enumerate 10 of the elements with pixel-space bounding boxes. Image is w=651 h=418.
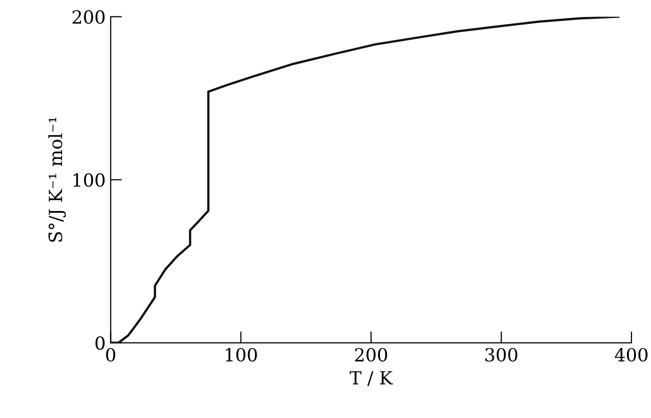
y-tick-label: 200 [72,10,105,24]
x-tick-label: 0 [106,348,116,362]
x-tick-label: 400 [614,348,648,362]
y-axis-title: S̄°/J K⁻¹ mol⁻¹ [48,118,66,242]
y-tick-label: 100 [74,173,105,187]
y-tick-label: 0 [96,336,105,350]
x-tick-label: 100 [226,348,257,362]
x-tick-label: 200 [355,348,388,362]
x-tick-label: 300 [485,348,518,362]
x-axis-title: T / K [350,371,393,386]
